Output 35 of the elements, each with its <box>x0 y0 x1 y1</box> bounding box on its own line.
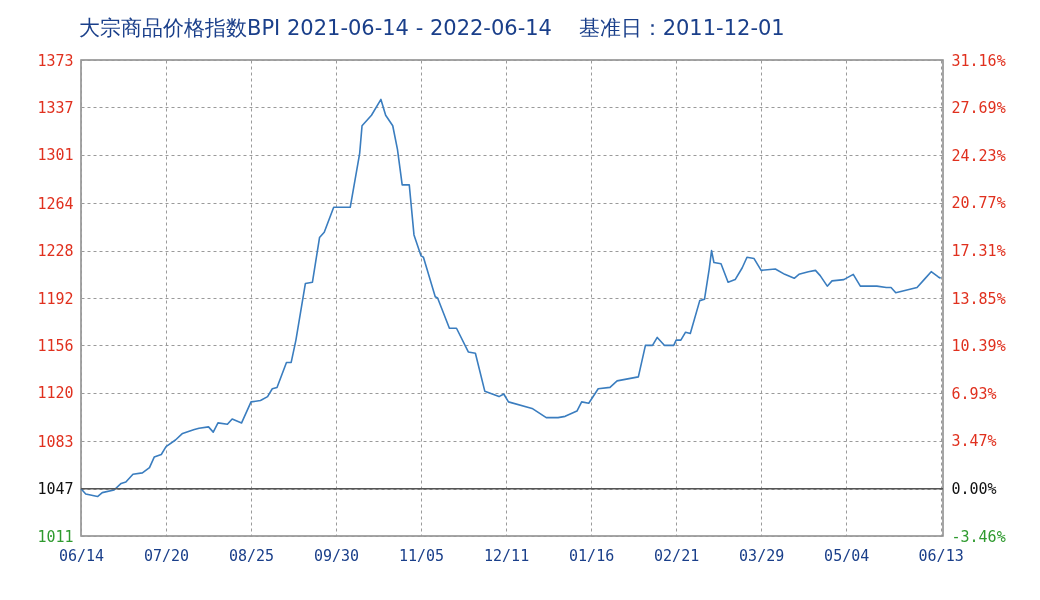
y-tick-label: 1337 <box>37 98 74 117</box>
x-tick-label: 02/21 <box>654 546 700 565</box>
y-tick-label: 1047 <box>37 480 74 499</box>
x-tick-label: 06/13 <box>918 546 964 565</box>
y2-tick-label: 10.39% <box>951 337 1006 356</box>
x-tick-label: 09/30 <box>313 546 360 565</box>
y-tick-label: 1301 <box>37 146 74 165</box>
y2-tick-label: 20.77% <box>951 194 1006 213</box>
y2-tick-label: 27.69% <box>951 99 1006 118</box>
y-tick-label: 1192 <box>37 289 74 308</box>
y2-tick-label: 3.47% <box>951 432 997 451</box>
x-tick-label: 03/29 <box>739 546 785 565</box>
y2-tick-label: 0.00% <box>951 479 997 498</box>
y2-tick-label: 13.85% <box>951 289 1006 308</box>
y-tick-label: 1156 <box>37 336 74 355</box>
y2-tick-label: 31.16% <box>951 51 1006 70</box>
y-tick-label: 1120 <box>37 384 74 403</box>
y-tick-label: 1228 <box>37 242 74 261</box>
y-tick-label: 1373 <box>37 51 74 70</box>
y-tick-label: 1083 <box>37 432 74 451</box>
y2-tick-label: 6.93% <box>951 384 997 403</box>
y2-tick-label: 24.23% <box>951 146 1006 165</box>
x-tick-label: 05/04 <box>824 546 870 565</box>
y2-tick-label: -3.46% <box>951 527 1006 546</box>
x-tick-label: 07/20 <box>143 546 190 565</box>
x-tick-label: 12/11 <box>484 546 530 565</box>
y2-tick-label: 17.31% <box>951 241 1006 260</box>
x-tick-label: 06/14 <box>58 546 105 565</box>
x-tick-label: 11/05 <box>399 546 445 565</box>
x-tick-label: 08/25 <box>228 546 275 565</box>
y-tick-label: 1264 <box>37 194 74 213</box>
x-tick-label: 01/16 <box>569 546 615 565</box>
chart-title: 大宗商品价格指数BPI 2021-06-14 - 2022-06-14 基准日：2011-12-01 <box>79 16 785 40</box>
y-tick-label: 1011 <box>37 527 74 546</box>
line-series <box>80 98 942 498</box>
